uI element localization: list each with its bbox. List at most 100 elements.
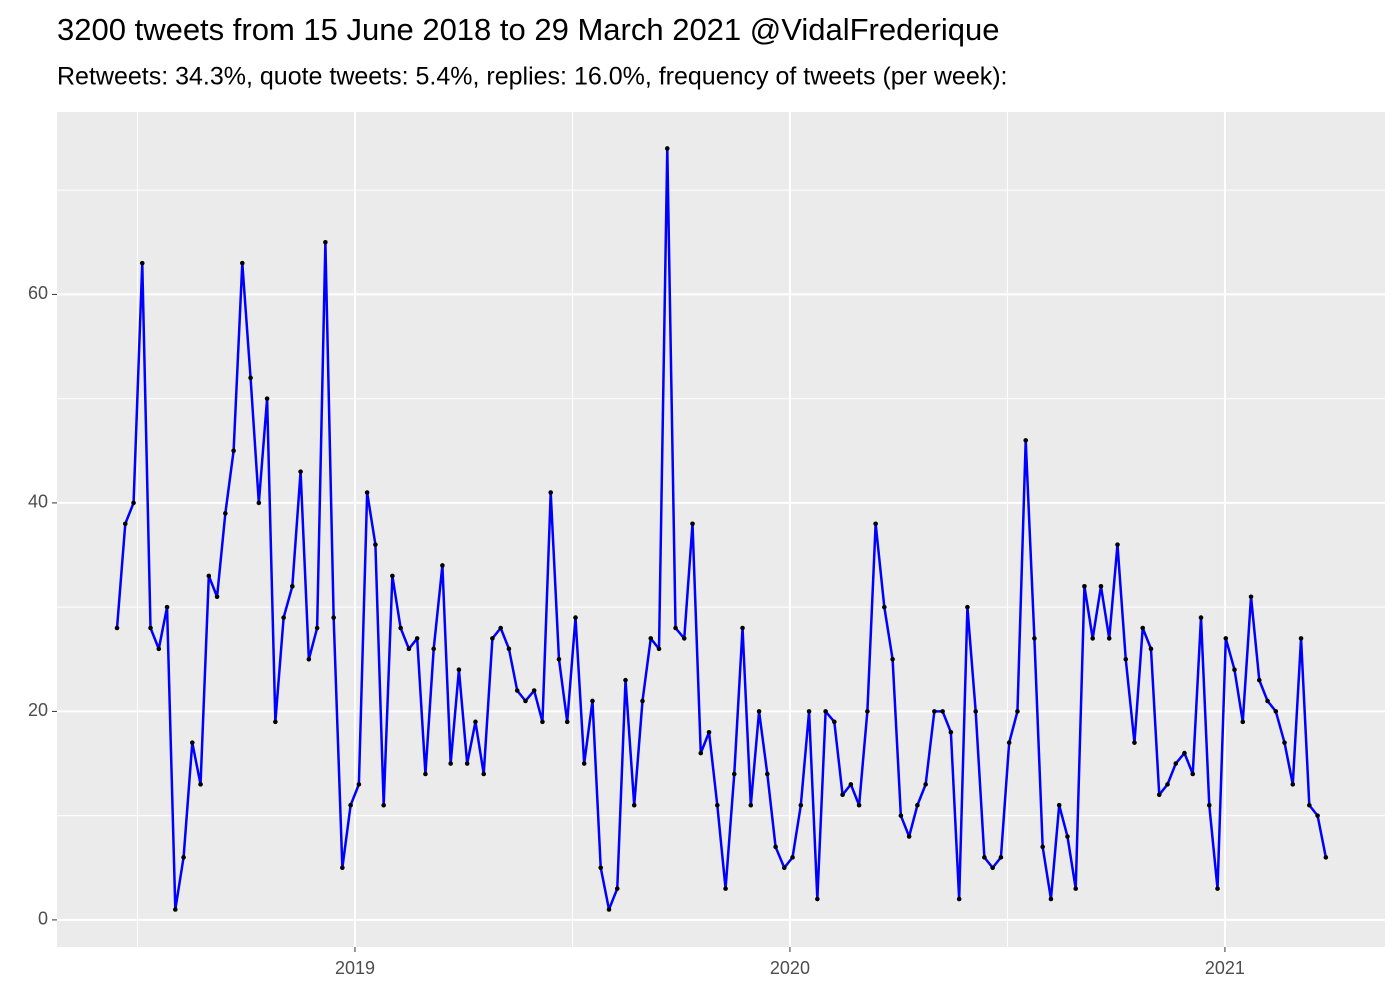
data-point xyxy=(473,719,478,725)
chart-title: 3200 tweets from 15 June 2018 to 29 Marc… xyxy=(57,12,1000,47)
data-point xyxy=(923,782,928,787)
data-point xyxy=(1098,584,1104,589)
data-point xyxy=(214,594,220,600)
data-point xyxy=(464,761,470,766)
data-point xyxy=(1298,636,1304,641)
data-point xyxy=(1023,438,1029,443)
data-point xyxy=(540,719,545,725)
data-point xyxy=(348,802,353,808)
data-point xyxy=(706,729,712,735)
data-point xyxy=(381,802,386,808)
plot-panel xyxy=(57,112,1385,947)
data-point xyxy=(1206,802,1212,808)
data-point xyxy=(148,625,153,631)
data-point xyxy=(440,563,445,568)
x-tick-label: 2021 xyxy=(1205,958,1245,978)
data-point xyxy=(932,709,937,714)
data-point xyxy=(364,490,370,495)
data-point xyxy=(1198,615,1204,620)
data-point xyxy=(548,490,554,495)
data-point xyxy=(290,584,295,589)
data-point xyxy=(122,521,128,527)
data-point xyxy=(181,855,186,860)
data-point xyxy=(281,615,286,620)
data-point xyxy=(1265,698,1270,704)
data-point xyxy=(631,802,637,808)
data-point xyxy=(956,896,962,902)
y-tick-label: 60 xyxy=(28,283,48,303)
data-point xyxy=(1307,802,1312,808)
data-point xyxy=(514,688,520,693)
data-point xyxy=(390,573,395,579)
data-point xyxy=(298,469,303,474)
data-point xyxy=(356,782,362,787)
data-point xyxy=(1282,740,1287,745)
y-tick-label: 0 xyxy=(38,909,48,929)
data-point xyxy=(1132,740,1137,745)
data-point xyxy=(498,625,503,631)
data-point xyxy=(740,625,745,631)
data-point xyxy=(873,521,878,527)
data-point xyxy=(723,886,728,891)
data-point xyxy=(406,646,412,652)
data-point xyxy=(164,604,170,610)
data-point xyxy=(614,886,620,891)
data-point xyxy=(998,855,1004,860)
data-point xyxy=(206,573,212,579)
data-point xyxy=(648,636,654,641)
data-point xyxy=(1190,771,1196,777)
data-point xyxy=(898,813,904,818)
data-point xyxy=(890,656,895,662)
data-point xyxy=(456,667,462,673)
data-point xyxy=(231,448,236,454)
data-point xyxy=(1240,719,1246,725)
data-point xyxy=(131,500,136,506)
data-point xyxy=(856,802,862,808)
data-point xyxy=(556,656,562,662)
data-point xyxy=(940,709,945,714)
data-point xyxy=(1123,656,1129,662)
data-point xyxy=(573,615,578,620)
data-point xyxy=(264,396,270,401)
data-point xyxy=(823,709,828,714)
data-point xyxy=(531,688,537,693)
data-point xyxy=(973,709,978,714)
data-point xyxy=(640,698,645,704)
data-point xyxy=(1090,636,1095,641)
data-point xyxy=(1106,636,1112,641)
data-point xyxy=(598,865,604,871)
data-point xyxy=(173,907,178,912)
data-point xyxy=(1082,584,1087,589)
data-point xyxy=(756,709,762,714)
data-point xyxy=(1273,709,1279,714)
x-tick-label: 2019 xyxy=(335,958,375,978)
data-point xyxy=(248,375,253,381)
data-point xyxy=(314,625,320,631)
data-point xyxy=(915,802,920,808)
data-point xyxy=(564,719,570,725)
y-tick-label: 20 xyxy=(28,700,48,720)
data-point xyxy=(198,782,203,787)
data-point xyxy=(490,636,495,641)
data-point xyxy=(273,719,278,725)
data-point xyxy=(481,771,487,777)
data-point xyxy=(1032,636,1037,641)
data-point xyxy=(882,604,887,610)
chart-subtitle: Retweets: 34.3%, quote tweets: 5.4%, rep… xyxy=(57,63,1008,91)
data-point xyxy=(1215,886,1220,891)
data-point xyxy=(1048,896,1054,902)
data-point xyxy=(240,260,245,266)
data-point xyxy=(748,802,754,808)
data-point xyxy=(1115,542,1120,547)
data-point xyxy=(423,771,428,777)
data-point xyxy=(340,865,345,871)
data-point xyxy=(1323,855,1329,860)
data-point xyxy=(431,646,436,652)
data-point xyxy=(781,865,787,871)
data-point xyxy=(765,771,770,777)
data-point xyxy=(623,677,628,683)
data-point xyxy=(1148,646,1154,652)
data-point xyxy=(798,802,804,808)
data-point xyxy=(1056,802,1062,808)
data-point xyxy=(581,761,587,766)
